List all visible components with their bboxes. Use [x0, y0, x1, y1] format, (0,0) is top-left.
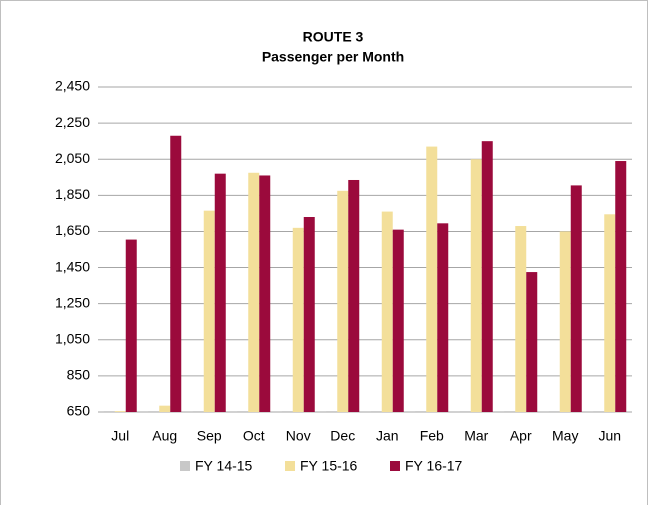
legend-swatch: [180, 461, 190, 471]
bar: [237, 411, 249, 412]
bar: [426, 146, 438, 413]
y-tick-label: 2,450: [55, 78, 90, 94]
bar: [114, 411, 126, 412]
bar: [593, 411, 605, 412]
x-tick-label: Jun: [598, 428, 621, 444]
bar: [326, 411, 338, 412]
y-tick-label: 1,450: [55, 258, 90, 274]
bar: [281, 411, 293, 412]
bar: [337, 190, 349, 412]
bar: [470, 159, 482, 412]
bar: [570, 185, 582, 412]
y-tick-label: 650: [67, 403, 91, 419]
x-tick-label: Mar: [464, 428, 488, 444]
bar: [415, 411, 427, 412]
x-tick-label: Sep: [197, 428, 222, 444]
bar: [214, 173, 226, 412]
bar: [148, 411, 160, 412]
y-tick-label: 2,250: [55, 114, 90, 130]
x-tick-label: Dec: [330, 428, 355, 444]
y-tick-label: 1,850: [55, 186, 90, 202]
bar: [125, 239, 137, 412]
legend-label: FY 14-15: [195, 458, 253, 474]
x-tick-label: Feb: [420, 428, 444, 444]
bar: [481, 141, 493, 412]
bar: [103, 411, 115, 412]
bar: [248, 172, 260, 412]
bar: [259, 175, 271, 412]
bar: [159, 405, 171, 412]
bar: [170, 135, 182, 412]
bar: [604, 214, 616, 412]
bar: [203, 210, 215, 412]
legend-label: FY 16-17: [405, 458, 463, 474]
chart-title: ROUTE 3: [303, 29, 364, 45]
x-tick-label: May: [552, 428, 578, 444]
bar: [348, 179, 360, 412]
x-tick-label: Nov: [286, 428, 311, 444]
bar: [526, 272, 538, 412]
bar: [559, 231, 571, 412]
legend-swatch: [390, 461, 400, 471]
x-tick-label: Apr: [510, 428, 532, 444]
bar: [437, 223, 449, 412]
legend-swatch: [285, 461, 295, 471]
bar: [615, 161, 627, 412]
y-tick-label: 1,650: [55, 222, 90, 238]
bar: [459, 411, 471, 412]
bar: [381, 211, 393, 412]
bar: [370, 411, 382, 412]
legend-label: FY 15-16: [300, 458, 358, 474]
bar: [192, 411, 204, 412]
bar: [303, 217, 315, 412]
y-tick-label: 850: [67, 367, 91, 383]
x-tick-label: Oct: [243, 428, 265, 444]
bar: [504, 411, 516, 412]
bar: [392, 229, 404, 412]
bar: [515, 226, 527, 412]
bar: [548, 411, 560, 412]
y-tick-label: 1,250: [55, 294, 90, 310]
x-tick-label: Jul: [111, 428, 129, 444]
x-tick-label: Jan: [376, 428, 399, 444]
x-tick-label: Aug: [152, 428, 177, 444]
y-tick-label: 1,050: [55, 330, 90, 346]
y-tick-label: 2,050: [55, 150, 90, 166]
bar: [292, 227, 304, 412]
chart-subtitle: Passenger per Month: [262, 49, 404, 65]
